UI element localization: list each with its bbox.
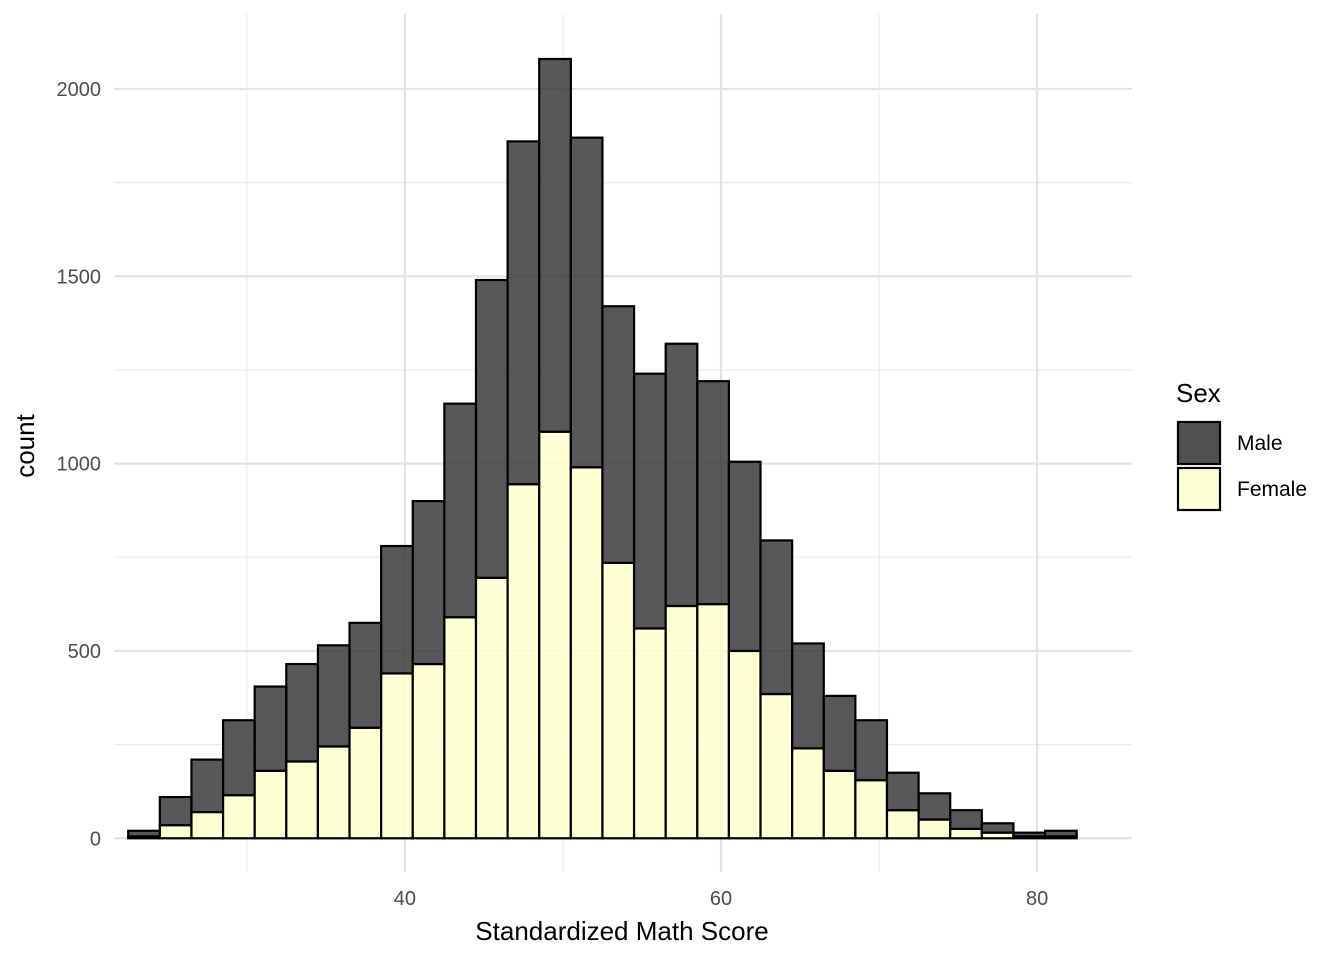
bar-male bbox=[1043, 829, 1078, 838]
y-tick-label: 1500 bbox=[57, 266, 102, 288]
legend-key-male bbox=[1176, 420, 1222, 466]
bar-male bbox=[474, 278, 509, 579]
bar-male bbox=[380, 544, 414, 675]
bar-male bbox=[158, 795, 193, 827]
bar-male bbox=[411, 499, 446, 666]
x-axis-title: Standardized Math Score bbox=[475, 916, 768, 946]
x-tick-label: 60 bbox=[710, 888, 732, 910]
legend: Sex Male Female bbox=[1176, 378, 1307, 512]
bar-female bbox=[221, 794, 256, 840]
bar-female bbox=[854, 779, 889, 840]
bars-layer bbox=[127, 57, 1078, 840]
bar-male bbox=[506, 140, 541, 486]
y-axis-tick-labels: 0 500 1000 1500 2000 bbox=[57, 79, 102, 850]
bar-female bbox=[190, 810, 225, 840]
bar-male bbox=[253, 685, 288, 772]
bar-male bbox=[949, 809, 983, 831]
y-axis-title: count bbox=[10, 413, 40, 477]
bar-male bbox=[1012, 831, 1047, 838]
x-axis-tick-labels: 40 60 80 bbox=[394, 888, 1049, 910]
bar-female bbox=[632, 627, 667, 840]
bar-male bbox=[696, 380, 731, 606]
bar-female bbox=[601, 561, 636, 840]
y-tick-label: 0 bbox=[90, 828, 101, 850]
bar-female bbox=[727, 649, 762, 840]
bar-male bbox=[632, 372, 667, 630]
bar-male bbox=[190, 758, 225, 814]
bar-male bbox=[348, 621, 383, 729]
bar-male bbox=[285, 662, 320, 763]
legend-key-female bbox=[1176, 466, 1222, 512]
y-tick-label: 500 bbox=[68, 641, 101, 663]
bar-female bbox=[158, 824, 193, 840]
bar-female bbox=[348, 726, 383, 840]
x-tick-label: 80 bbox=[1026, 888, 1048, 910]
bar-female bbox=[411, 662, 446, 840]
y-tick-label: 2000 bbox=[57, 79, 102, 101]
bar-female bbox=[380, 672, 414, 840]
bar-female bbox=[759, 692, 794, 840]
bar-female bbox=[696, 603, 731, 840]
bar-female bbox=[885, 809, 920, 840]
x-tick-label: 40 bbox=[394, 888, 416, 910]
bar-male bbox=[221, 719, 256, 797]
bar-female bbox=[664, 604, 699, 840]
legend-label-female: Female bbox=[1237, 478, 1307, 501]
bar-female bbox=[443, 616, 478, 840]
bar-male bbox=[885, 771, 920, 812]
bar-female bbox=[253, 769, 288, 840]
bar-female bbox=[285, 760, 320, 840]
bar-female bbox=[822, 769, 857, 840]
y-tick-label: 1000 bbox=[57, 454, 102, 476]
bar-male bbox=[759, 539, 794, 696]
bar-male bbox=[791, 642, 825, 750]
bar-female bbox=[538, 430, 572, 840]
bar-female bbox=[917, 818, 952, 840]
bar-female bbox=[569, 466, 604, 840]
bar-male bbox=[917, 792, 952, 821]
bar-female bbox=[506, 483, 541, 840]
bar-male bbox=[727, 460, 762, 653]
bar-female bbox=[791, 747, 825, 840]
bar-male bbox=[822, 694, 857, 772]
bar-male bbox=[127, 829, 161, 838]
legend-title: Sex bbox=[1176, 378, 1221, 408]
bar-female bbox=[316, 745, 351, 840]
bar-male bbox=[854, 719, 889, 782]
legend-label-male: Male bbox=[1237, 432, 1283, 455]
bar-male bbox=[538, 57, 572, 433]
bar-male bbox=[980, 822, 1015, 834]
bar-male bbox=[443, 402, 478, 619]
bar-male bbox=[664, 342, 699, 608]
bar-female bbox=[949, 827, 983, 840]
bar-male bbox=[316, 644, 351, 748]
bar-female bbox=[474, 576, 509, 840]
bar-male bbox=[569, 136, 604, 469]
bar-male bbox=[601, 305, 636, 564]
